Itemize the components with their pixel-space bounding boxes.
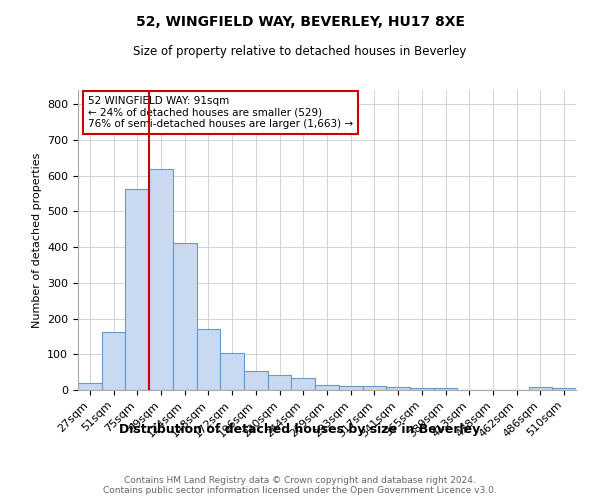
Bar (552, 388, 576, 390)
Text: 52 WINGFIELD WAY: 91sqm
← 24% of detached houses are smaller (529)
76% of semi-d: 52 WINGFIELD WAY: 91sqm ← 24% of detache… (88, 96, 353, 129)
Bar (386, 387, 410, 390)
Bar (125, 189, 149, 390)
Bar (244, 370, 268, 390)
Text: Distribution of detached houses by size in Beverley: Distribution of detached houses by size … (119, 422, 481, 436)
Bar (315, 384, 339, 390)
Bar (149, 168, 173, 390)
Bar (102, 332, 125, 390)
Bar (339, 386, 362, 390)
Text: 52, WINGFIELD WAY, BEVERLEY, HU17 8XE: 52, WINGFIELD WAY, BEVERLEY, HU17 8XE (136, 15, 464, 29)
Bar (410, 388, 434, 390)
Bar (529, 387, 552, 390)
Text: Size of property relative to detached houses in Beverley: Size of property relative to detached ho… (133, 45, 467, 58)
Bar (197, 330, 220, 390)
Y-axis label: Number of detached properties: Number of detached properties (32, 152, 41, 328)
Bar (434, 388, 457, 390)
Bar (220, 353, 244, 390)
Text: Contains HM Land Registry data © Crown copyright and database right 2024.
Contai: Contains HM Land Registry data © Crown c… (103, 476, 497, 495)
Bar (362, 386, 386, 390)
Bar (268, 374, 292, 390)
Bar (78, 383, 102, 390)
Bar (173, 242, 197, 390)
Bar (292, 378, 315, 390)
